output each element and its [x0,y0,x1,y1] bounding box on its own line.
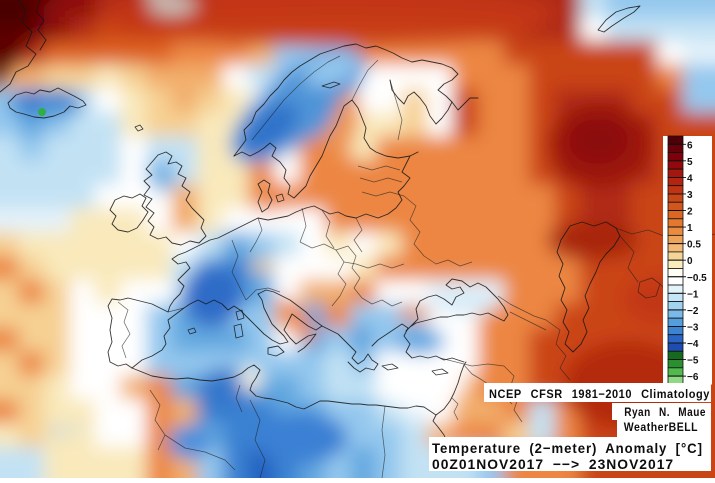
svg-text:2: 2 [687,207,693,218]
svg-text:6: 6 [687,140,693,151]
svg-text:−5: −5 [687,356,699,367]
svg-text:1: 1 [687,223,693,234]
svg-text:3: 3 [687,190,693,201]
svg-text:4: 4 [687,173,693,184]
svg-text:−0.5: −0.5 [687,273,707,284]
svg-text:5: 5 [687,157,693,168]
svg-text:−1: −1 [687,289,699,300]
svg-text:0: 0 [687,256,693,267]
svg-text:−2: −2 [687,306,699,317]
svg-text:−3: −3 [687,322,699,333]
svg-text:−4: −4 [687,339,699,350]
svg-text:−6: −6 [687,372,699,383]
svg-text:0.5: 0.5 [687,240,701,251]
